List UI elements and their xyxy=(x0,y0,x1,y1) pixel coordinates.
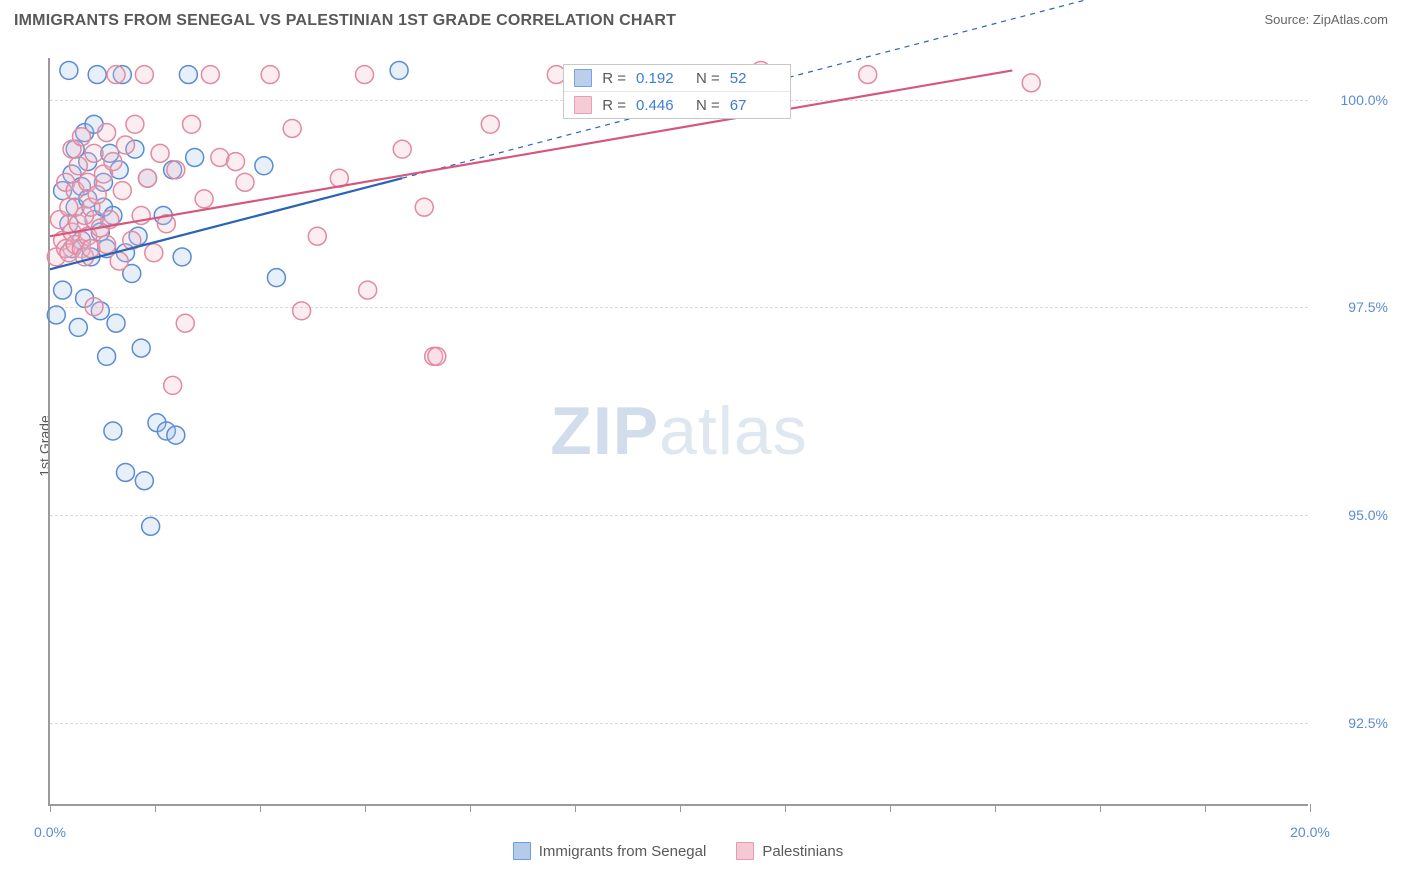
scatter-point xyxy=(390,61,408,79)
scatter-point xyxy=(107,66,125,84)
scatter-point xyxy=(54,281,72,299)
scatter-point xyxy=(176,314,194,332)
scatter-point xyxy=(227,153,245,171)
x-tick xyxy=(365,804,366,812)
x-tick xyxy=(680,804,681,812)
correlation-row: R = 0.446 N = 67 xyxy=(564,91,790,118)
scatter-point xyxy=(98,124,116,142)
scatter-point xyxy=(85,144,103,162)
y-tick-label: 95.0% xyxy=(1318,507,1388,523)
scatter-point xyxy=(356,66,374,84)
scatter-point xyxy=(142,517,160,535)
x-tick xyxy=(1205,804,1206,812)
scatter-point xyxy=(135,66,153,84)
x-tick xyxy=(50,804,51,812)
bottom-legend: Immigrants from SenegalPalestinians xyxy=(48,816,1308,856)
scatter-point xyxy=(72,128,90,146)
corr-n-label: N = xyxy=(696,97,720,114)
x-tick xyxy=(155,804,156,812)
scatter-point xyxy=(69,157,87,175)
scatter-point xyxy=(98,347,116,365)
scatter-point xyxy=(167,426,185,444)
legend-label: Immigrants from Senegal xyxy=(539,843,707,860)
corr-r-label: R = xyxy=(602,97,626,114)
scatter-point xyxy=(359,281,377,299)
scatter-point xyxy=(85,298,103,316)
legend-swatch xyxy=(513,842,531,860)
corr-r-value: 0.192 xyxy=(636,70,686,87)
scatter-point xyxy=(113,182,131,200)
scatter-point xyxy=(393,140,411,158)
scatter-point xyxy=(201,66,219,84)
x-tick xyxy=(1310,804,1311,812)
scatter-point xyxy=(1022,74,1040,92)
scatter-point xyxy=(173,248,191,266)
scatter-point xyxy=(186,148,204,166)
scatter-point xyxy=(859,66,877,84)
legend-swatch xyxy=(574,96,592,114)
scatter-point xyxy=(267,269,285,287)
scatter-point xyxy=(98,236,116,254)
corr-n-value: 67 xyxy=(730,97,780,114)
corr-r-label: R = xyxy=(602,70,626,87)
legend-label: Palestinians xyxy=(762,843,843,860)
scatter-point xyxy=(179,66,197,84)
scatter-point xyxy=(60,61,78,79)
scatter-point xyxy=(145,244,163,262)
legend-swatch xyxy=(574,69,592,87)
scatter-point xyxy=(132,339,150,357)
legend-swatch xyxy=(736,842,754,860)
scatter-point xyxy=(308,227,326,245)
y-tick-label: 97.5% xyxy=(1318,299,1388,315)
y-tick-label: 100.0% xyxy=(1318,92,1388,108)
scatter-point xyxy=(139,169,157,187)
scatter-point xyxy=(428,347,446,365)
y-tick-label: 92.5% xyxy=(1318,715,1388,731)
plot-area: ZIPatlas 92.5%95.0%97.5%100.0%0.0%20.0%R… xyxy=(48,58,1308,806)
x-tick xyxy=(995,804,996,812)
x-tick xyxy=(260,804,261,812)
scatter-point xyxy=(116,463,134,481)
legend-item: Immigrants from Senegal xyxy=(513,842,707,860)
scatter-point xyxy=(126,115,144,133)
scatter-point xyxy=(107,314,125,332)
corr-n-value: 52 xyxy=(730,70,780,87)
scatter-point xyxy=(415,198,433,216)
scatter-point xyxy=(164,376,182,394)
scatter-point xyxy=(293,302,311,320)
scatter-point xyxy=(88,186,106,204)
chart-title: IMMIGRANTS FROM SENEGAL VS PALESTINIAN 1… xyxy=(14,12,676,30)
scatter-point xyxy=(69,318,87,336)
x-tick xyxy=(890,804,891,812)
source-label: Source: ZipAtlas.com xyxy=(1264,12,1388,27)
scatter-point xyxy=(88,66,106,84)
scatter-point xyxy=(261,66,279,84)
scatter-svg xyxy=(50,58,1308,804)
scatter-point xyxy=(255,157,273,175)
scatter-point xyxy=(183,115,201,133)
scatter-point xyxy=(195,190,213,208)
scatter-point xyxy=(104,422,122,440)
corr-n-label: N = xyxy=(696,70,720,87)
x-tick xyxy=(470,804,471,812)
legend-item: Palestinians xyxy=(736,842,843,860)
scatter-point xyxy=(110,252,128,270)
correlation-box: R = 0.192 N = 52 R = 0.446 N = 67 xyxy=(563,64,791,119)
scatter-point xyxy=(151,144,169,162)
scatter-point xyxy=(167,161,185,179)
scatter-point xyxy=(481,115,499,133)
x-tick xyxy=(575,804,576,812)
x-tick xyxy=(1100,804,1101,812)
scatter-point xyxy=(47,306,65,324)
x-tick xyxy=(785,804,786,812)
corr-r-value: 0.446 xyxy=(636,97,686,114)
scatter-point xyxy=(135,472,153,490)
scatter-point xyxy=(283,119,301,137)
scatter-point xyxy=(104,153,122,171)
scatter-point xyxy=(236,173,254,191)
scatter-point xyxy=(116,136,134,154)
correlation-row: R = 0.192 N = 52 xyxy=(564,65,790,91)
